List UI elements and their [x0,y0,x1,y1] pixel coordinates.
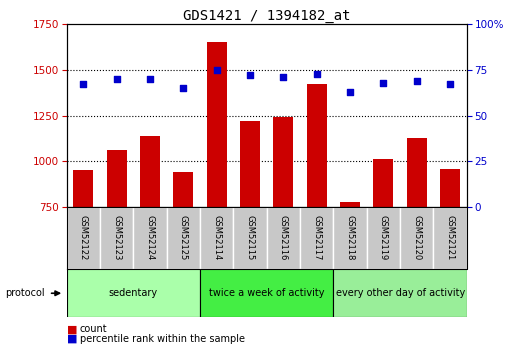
Text: every other day of activity: every other day of activity [336,288,465,298]
Bar [367,207,400,269]
Point [246,72,254,78]
Text: GSM52119: GSM52119 [379,215,388,261]
Bar [140,136,160,207]
Point [146,76,154,82]
Text: GSM52118: GSM52118 [346,215,354,261]
Text: ■: ■ [67,334,77,344]
Bar [167,207,200,269]
Bar [407,138,427,207]
Text: GSM52123: GSM52123 [112,215,121,261]
Point [379,80,388,86]
Text: GSM52114: GSM52114 [212,215,221,261]
Bar [373,159,393,207]
Bar [233,207,267,269]
Text: sedentary: sedentary [109,288,158,298]
Bar [67,207,100,269]
Point [312,71,321,76]
Text: GSM52121: GSM52121 [446,215,455,261]
Text: GSM52124: GSM52124 [146,215,154,261]
Bar [240,121,260,207]
Text: percentile rank within the sample: percentile rank within the sample [80,334,245,344]
Title: GDS1421 / 1394182_at: GDS1421 / 1394182_at [183,9,350,23]
Point [79,82,87,87]
Bar [340,201,360,207]
Bar [73,170,93,207]
Bar [440,169,460,207]
Bar [207,42,227,207]
Bar [273,117,293,207]
Text: GSM52115: GSM52115 [246,215,254,261]
Text: GSM52120: GSM52120 [412,215,421,261]
Text: GSM52125: GSM52125 [179,215,188,261]
Bar [433,207,467,269]
Point [412,78,421,83]
Point [112,76,121,82]
Text: twice a week of activity: twice a week of activity [209,288,325,298]
Text: GSM52122: GSM52122 [79,215,88,261]
Bar [173,172,193,207]
Bar [300,207,333,269]
Bar [67,269,200,317]
Bar [333,207,367,269]
Bar [307,85,327,207]
Text: protocol: protocol [5,288,45,298]
Bar [200,207,233,269]
Point [179,85,187,91]
Point [446,82,454,87]
Bar [333,269,467,317]
Text: ■: ■ [67,325,77,334]
Text: GSM52117: GSM52117 [312,215,321,261]
Text: count: count [80,325,107,334]
Bar [267,207,300,269]
Text: GSM52116: GSM52116 [279,215,288,261]
Point [279,75,287,80]
Point [346,89,354,95]
Bar [133,207,167,269]
Bar [200,269,333,317]
Bar [107,150,127,207]
Bar [100,207,133,269]
Bar [400,207,433,269]
Point [212,67,221,72]
